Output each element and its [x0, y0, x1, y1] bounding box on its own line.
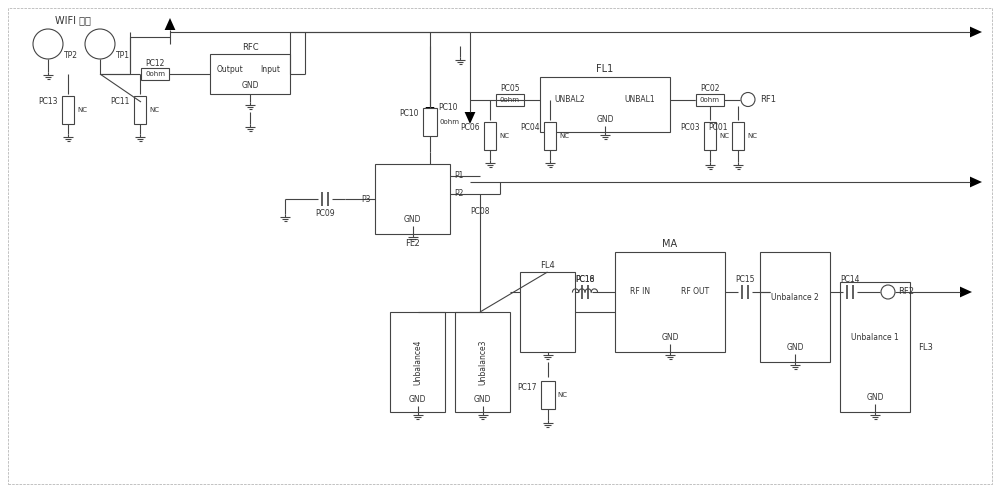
Text: NC: NC: [558, 392, 568, 398]
Text: 0ohm: 0ohm: [145, 71, 165, 77]
Circle shape: [741, 92, 755, 106]
Text: GND: GND: [596, 116, 614, 124]
Polygon shape: [970, 27, 982, 37]
Text: Output: Output: [217, 64, 243, 73]
Text: P3: P3: [362, 194, 371, 204]
Text: PC09: PC09: [315, 210, 335, 218]
Bar: [840, 282, 910, 412]
Circle shape: [33, 29, 63, 59]
Text: PC05: PC05: [500, 84, 520, 93]
Polygon shape: [165, 18, 175, 30]
Text: NC: NC: [77, 107, 87, 113]
Text: MA: MA: [662, 239, 678, 249]
Text: GND: GND: [404, 215, 421, 223]
Text: NC: NC: [499, 132, 509, 139]
Bar: [141, 68, 169, 80]
Polygon shape: [970, 177, 982, 187]
Bar: [62, 96, 74, 124]
Bar: [540, 381, 554, 409]
Bar: [423, 108, 437, 136]
Text: PC06: PC06: [460, 123, 480, 132]
Text: PC16: PC16: [575, 276, 595, 284]
Text: PC17: PC17: [517, 382, 536, 392]
Bar: [540, 77, 670, 132]
Bar: [544, 122, 556, 150]
Text: TP2: TP2: [64, 52, 78, 61]
Text: RF IN: RF IN: [630, 287, 650, 297]
Text: GND: GND: [786, 342, 804, 351]
Bar: [134, 96, 146, 124]
Text: 0ohm: 0ohm: [440, 119, 460, 125]
Bar: [390, 312, 445, 412]
Text: PC11: PC11: [111, 97, 130, 106]
Text: PC15: PC15: [735, 276, 755, 284]
Bar: [704, 122, 716, 150]
Text: P2: P2: [454, 189, 463, 198]
Text: FL3: FL3: [918, 342, 933, 351]
Text: FL1: FL1: [596, 64, 614, 74]
Bar: [732, 122, 744, 150]
Text: GND: GND: [474, 396, 491, 404]
Text: PC10: PC10: [400, 110, 419, 119]
Circle shape: [85, 29, 115, 59]
Text: PC04: PC04: [520, 123, 540, 132]
Bar: [696, 93, 724, 105]
Text: PC02: PC02: [700, 84, 720, 93]
Text: PC03: PC03: [680, 123, 700, 132]
Polygon shape: [960, 287, 972, 297]
Text: RF2: RF2: [898, 287, 914, 297]
Text: GND: GND: [409, 396, 426, 404]
Text: PC14: PC14: [840, 276, 860, 284]
Text: RF OUT: RF OUT: [681, 287, 709, 297]
Text: WIFI 天线: WIFI 天线: [55, 15, 91, 25]
Text: NC: NC: [719, 132, 729, 139]
Text: GND: GND: [241, 82, 259, 91]
Text: UNBAL2: UNBAL2: [555, 95, 585, 104]
Text: P1: P1: [454, 172, 463, 181]
Bar: [496, 93, 524, 105]
Polygon shape: [465, 112, 475, 124]
Bar: [375, 164, 450, 234]
Bar: [484, 122, 496, 150]
Bar: [455, 312, 510, 412]
Text: PC01: PC01: [708, 123, 728, 132]
Text: GND: GND: [661, 333, 679, 341]
Text: PC12: PC12: [145, 59, 165, 67]
Bar: [520, 272, 575, 352]
Text: PC08: PC08: [470, 208, 490, 216]
Bar: [615, 252, 725, 352]
Text: NC: NC: [149, 107, 159, 113]
Text: Input: Input: [260, 64, 280, 73]
Text: 0ohm: 0ohm: [500, 96, 520, 102]
Text: PC18: PC18: [575, 276, 595, 284]
Text: Unbalance 2: Unbalance 2: [771, 293, 819, 302]
Text: NC: NC: [747, 132, 757, 139]
Text: 0ohm: 0ohm: [700, 96, 720, 102]
Text: PC13: PC13: [38, 97, 58, 106]
Text: PC10: PC10: [438, 103, 458, 113]
Text: FL4: FL4: [540, 262, 555, 271]
Bar: [760, 252, 830, 362]
Text: FL2: FL2: [405, 240, 420, 248]
Text: RFC: RFC: [242, 43, 258, 53]
Text: Unbalance4: Unbalance4: [413, 339, 422, 385]
Text: Unbalance3: Unbalance3: [478, 339, 487, 385]
Text: UNBAL1: UNBAL1: [625, 95, 655, 104]
Text: RF1: RF1: [760, 95, 776, 104]
Text: Unbalance 1: Unbalance 1: [851, 333, 899, 341]
Polygon shape: [426, 107, 434, 117]
Text: NC: NC: [559, 132, 569, 139]
Text: TP1: TP1: [116, 52, 130, 61]
Text: GND: GND: [866, 393, 884, 401]
Circle shape: [881, 285, 895, 299]
Bar: [210, 54, 290, 94]
